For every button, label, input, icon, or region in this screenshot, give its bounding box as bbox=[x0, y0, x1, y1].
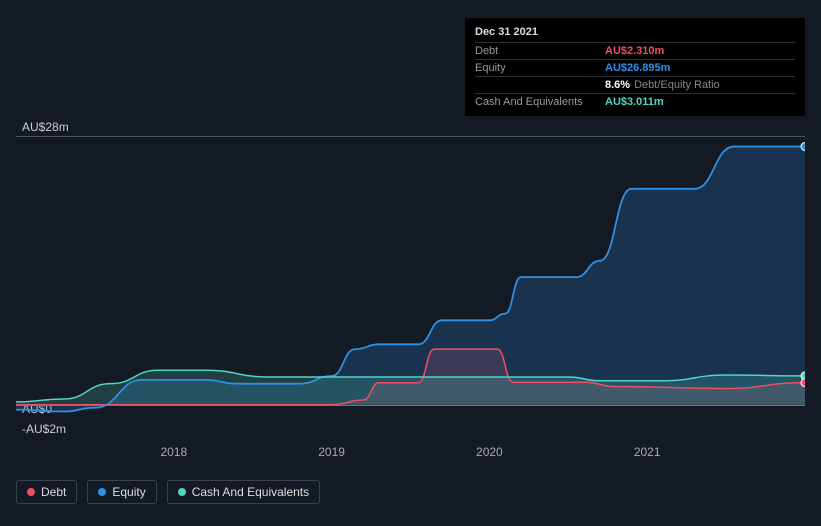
legend-label: Equity bbox=[112, 485, 145, 499]
end-marker bbox=[801, 143, 805, 151]
legend-item-cash-and-equivalents[interactable]: Cash And Equivalents bbox=[167, 480, 320, 504]
x-tick-label: 2018 bbox=[160, 445, 187, 459]
tooltip-row: EquityAU$26.895m bbox=[475, 59, 795, 76]
tooltip-row: DebtAU$2.310m bbox=[475, 42, 795, 59]
x-tick-label: 2019 bbox=[318, 445, 345, 459]
tooltip-row-value: 8.6%Debt/Equity Ratio bbox=[605, 79, 720, 91]
tooltip-row-value: AU$26.895m bbox=[605, 62, 670, 74]
financial-chart: Dec 31 2021 DebtAU$2.310mEquityAU$26.895… bbox=[0, 0, 821, 526]
y-axis-label-neg: -AU$2m bbox=[22, 422, 66, 436]
legend-label: Debt bbox=[41, 485, 66, 499]
tooltip-row-label bbox=[475, 79, 605, 91]
legend-label: Cash And Equivalents bbox=[192, 485, 309, 499]
series-fill-equity bbox=[16, 147, 805, 412]
legend-item-equity[interactable]: Equity bbox=[87, 480, 156, 504]
tooltip-row-value: AU$3.011m bbox=[605, 96, 664, 108]
x-axis: 2018 2019 2020 2021 bbox=[16, 445, 805, 465]
plot-area[interactable] bbox=[16, 136, 805, 424]
chart-legend: Debt Equity Cash And Equivalents bbox=[16, 480, 320, 504]
legend-dot-icon bbox=[98, 488, 106, 496]
tooltip-row-value: AU$2.310m bbox=[605, 45, 664, 57]
end-marker bbox=[801, 379, 805, 387]
gridline-zero bbox=[16, 405, 805, 406]
tooltip-row-label: Debt bbox=[475, 45, 605, 57]
legend-item-debt[interactable]: Debt bbox=[16, 480, 77, 504]
tooltip-date: Dec 31 2021 bbox=[475, 24, 795, 42]
chart-tooltip: Dec 31 2021 DebtAU$2.310mEquityAU$26.895… bbox=[465, 18, 805, 116]
gridline-top bbox=[16, 136, 805, 137]
tooltip-row: Cash And EquivalentsAU$3.011m bbox=[475, 93, 795, 110]
x-tick-label: 2021 bbox=[634, 445, 661, 459]
tooltip-row-label: Cash And Equivalents bbox=[475, 96, 605, 108]
legend-dot-icon bbox=[27, 488, 35, 496]
y-axis-label-max: AU$28m bbox=[22, 120, 69, 134]
legend-dot-icon bbox=[178, 488, 186, 496]
tooltip-row-label: Equity bbox=[475, 62, 605, 74]
tooltip-row: 8.6%Debt/Equity Ratio bbox=[475, 76, 795, 93]
tooltip-row-sublabel: Debt/Equity Ratio bbox=[634, 79, 720, 91]
x-tick-label: 2020 bbox=[476, 445, 503, 459]
